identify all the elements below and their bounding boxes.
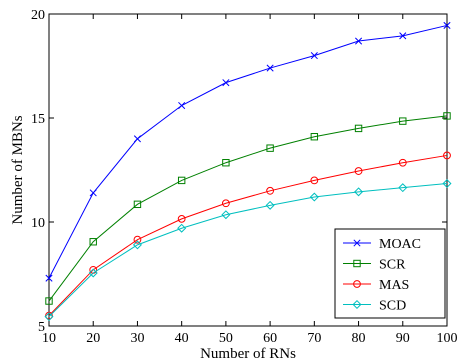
- x-tick-label: 40: [175, 331, 189, 346]
- legend-label-mas: MAS: [379, 278, 409, 293]
- data-point-moac: [45, 274, 53, 282]
- data-point-moac: [133, 135, 141, 143]
- x-tick-label: 100: [437, 331, 458, 346]
- x-tick-label: 70: [307, 331, 321, 346]
- data-point-scd: [398, 183, 408, 193]
- data-point-moac: [266, 64, 274, 72]
- data-point-mas: [310, 176, 319, 185]
- data-point-mas: [443, 151, 451, 160]
- x-tick-label: 60: [263, 331, 277, 346]
- data-point-mas: [133, 235, 142, 244]
- series-moac: [45, 21, 451, 282]
- legend-item-scr: SCR: [343, 258, 406, 273]
- data-point-scr: [133, 200, 142, 209]
- data-point-scd: [442, 179, 452, 189]
- x-tick-label: 90: [396, 331, 410, 346]
- legend-marker-moac: [353, 239, 361, 247]
- data-point-scr: [310, 133, 319, 141]
- series-line-scd: [48, 183, 448, 317]
- data-point-moac: [310, 52, 318, 60]
- legend-marker-mas: [353, 280, 361, 288]
- data-point-scr: [443, 112, 451, 120]
- legend-label-scd: SCD: [379, 299, 406, 314]
- data-point-scd: [265, 200, 275, 210]
- y-tick-label: 20: [31, 8, 45, 23]
- legend: MOAC SCR MAS SCD: [334, 228, 446, 319]
- legend-item-mas: MAS: [343, 278, 409, 293]
- data-point-mas: [398, 158, 407, 167]
- x-tick-label: 80: [352, 331, 366, 346]
- data-point-scr: [89, 238, 97, 246]
- data-point-scd: [44, 312, 54, 322]
- legend-marker-scr: [353, 259, 361, 268]
- legend-marker-scd: [352, 299, 362, 310]
- data-point-scd: [221, 210, 231, 220]
- y-tick-label: 5: [38, 320, 45, 335]
- data-point-scr: [222, 159, 230, 167]
- y-axis-title: Number of MBNs: [10, 115, 26, 224]
- data-point-scr: [177, 176, 186, 185]
- x-tick-label: 10: [42, 331, 56, 346]
- legend-label-moac: MOAC: [379, 237, 421, 252]
- legend-item-scd: SCD: [343, 299, 406, 314]
- data-point-mas: [221, 199, 230, 208]
- x-tick-label: 30: [130, 331, 144, 346]
- data-point-scd: [354, 187, 364, 197]
- data-point-mas: [177, 214, 186, 223]
- series-scr: [45, 112, 451, 305]
- legend-label-scr: SCR: [379, 258, 406, 273]
- data-point-scr: [354, 124, 363, 133]
- data-point-scd: [88, 268, 98, 278]
- x-tick-label: 50: [219, 331, 233, 346]
- data-point-scr: [399, 117, 407, 125]
- data-point-moac: [222, 79, 230, 87]
- data-point-mas: [266, 186, 275, 195]
- series-line-moac: [48, 24, 448, 279]
- data-point-scd: [132, 240, 142, 250]
- data-point-moac: [399, 32, 407, 40]
- y-tick-label: 10: [31, 216, 45, 231]
- legend-item-moac: MOAC: [343, 237, 421, 252]
- data-point-scr: [45, 297, 53, 305]
- data-point-mas: [354, 167, 363, 175]
- data-point-moac: [355, 37, 363, 45]
- data-point-moac: [178, 101, 186, 110]
- x-tick-label: 20: [86, 331, 100, 346]
- series-line-mas: [48, 154, 448, 316]
- legend-box: [334, 228, 446, 319]
- x-axis-title: Number of RNs: [200, 346, 296, 362]
- data-point-scd: [309, 192, 319, 202]
- data-point-moac: [89, 189, 97, 197]
- data-point-scd: [177, 223, 187, 233]
- data-point-moac: [443, 21, 451, 29]
- series-scd: [44, 179, 452, 322]
- series-line-scr: [48, 115, 448, 302]
- data-point-scr: [266, 144, 274, 152]
- y-tick-label: 15: [31, 112, 45, 127]
